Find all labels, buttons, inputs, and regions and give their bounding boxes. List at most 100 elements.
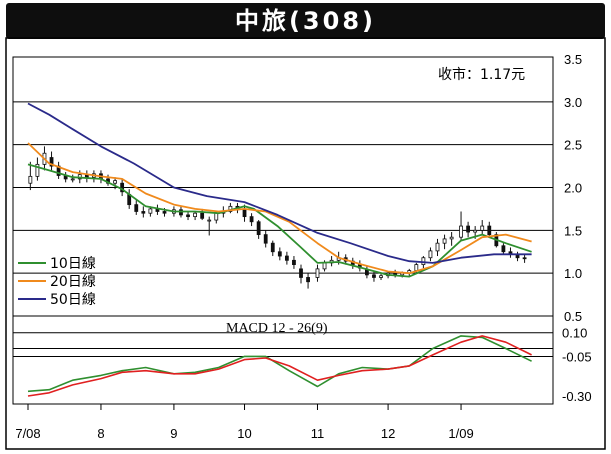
candle-body (466, 225, 471, 233)
candle-body (193, 212, 197, 218)
candle (249, 213, 254, 227)
candle (134, 200, 139, 215)
macd-tick-label: -0.05 (562, 349, 592, 364)
candle-body (28, 175, 33, 184)
candle (428, 247, 433, 262)
legend-label: 20日線 (50, 274, 96, 290)
candle (193, 211, 197, 221)
candle (28, 161, 33, 191)
candle-body (49, 157, 54, 167)
candle-body (379, 275, 383, 278)
candle-body (141, 211, 146, 214)
price-tick-label: 2.5 (564, 138, 582, 153)
candle (501, 243, 506, 255)
candle (113, 177, 117, 190)
x-tick-label: 8 (97, 426, 104, 441)
macd-tick-label: -0.30 (562, 389, 592, 404)
close-price-annotation: 收市：1.17元 (438, 66, 525, 83)
candle (522, 254, 527, 263)
candle-body (442, 238, 447, 244)
candle-body (148, 208, 153, 214)
candle (459, 211, 463, 241)
candle-body (292, 259, 296, 266)
candle (442, 234, 447, 250)
candle (466, 221, 471, 238)
x-tick-label: 9 (170, 426, 177, 441)
candle-body (35, 163, 40, 177)
candle (292, 256, 296, 269)
candle (186, 211, 190, 221)
candle-body (449, 236, 454, 240)
candle (435, 238, 440, 257)
candle (200, 208, 205, 221)
candle (49, 151, 54, 171)
legend-label: 10日線 (50, 256, 96, 272)
candle (35, 157, 40, 181)
candle-body (214, 212, 219, 221)
candle-body (277, 251, 282, 257)
price-tick-label: 3.0 (564, 95, 582, 110)
ma20-line (27, 142, 532, 275)
candle (480, 220, 485, 235)
price-tick-label: 2.0 (564, 181, 582, 196)
candle (306, 273, 310, 289)
candle-body (421, 257, 426, 266)
candle (449, 232, 454, 246)
candle-body (207, 219, 212, 222)
candle-body (270, 242, 275, 253)
candle-body (322, 262, 327, 270)
macd-signal-line (27, 335, 532, 397)
legend-label: 50日線 (50, 292, 96, 308)
candle (207, 216, 212, 236)
ma10-line (27, 163, 532, 278)
candle (372, 271, 376, 282)
candle-body (70, 178, 75, 181)
figure-border (5, 37, 606, 450)
candle-body (522, 257, 527, 260)
candle-body (435, 242, 440, 252)
candle (270, 240, 275, 257)
candle-body (263, 234, 268, 244)
macd-title: MACD 12 - 26(9) (226, 321, 328, 336)
price-tick-label: 1.5 (564, 223, 582, 238)
candle-body (113, 180, 117, 184)
candle-body (134, 204, 139, 212)
macd-tick-label: 0.10 (562, 326, 587, 341)
candle-body (242, 209, 247, 218)
price-tick-label: 0.5 (564, 309, 582, 324)
candle (256, 220, 261, 239)
ma50-line (27, 102, 532, 264)
candle-body (186, 214, 190, 218)
candle (315, 264, 320, 282)
x-tick-label: 7/08 (15, 426, 40, 441)
candle-body (414, 264, 419, 271)
x-tick-label: 10 (237, 426, 251, 441)
candle (141, 206, 146, 218)
candle-body (372, 274, 376, 278)
candle-body (284, 255, 289, 261)
candle (379, 273, 383, 281)
price-tick-label: 3.5 (564, 52, 582, 67)
candle-body (501, 245, 506, 253)
candle-body (249, 216, 254, 223)
candle-body (428, 250, 433, 259)
candle (70, 174, 75, 183)
candle-body (487, 225, 492, 236)
price-tick-label: 1.0 (564, 266, 582, 281)
x-tick-label: 1/09 (448, 426, 473, 441)
chart-title: 中旅(308) (234, 7, 377, 35)
title-banner: 中旅(308) (6, 3, 605, 39)
candle-body (459, 225, 463, 238)
candle-body (200, 212, 205, 219)
candle-body (162, 211, 167, 214)
candle (263, 230, 268, 248)
candle-body (315, 268, 320, 278)
candle-body (365, 269, 369, 276)
macd-line (27, 335, 532, 393)
candle (299, 264, 303, 284)
x-tick-label: 12 (381, 426, 395, 441)
macd-panel (12, 315, 554, 405)
candle (277, 247, 282, 261)
